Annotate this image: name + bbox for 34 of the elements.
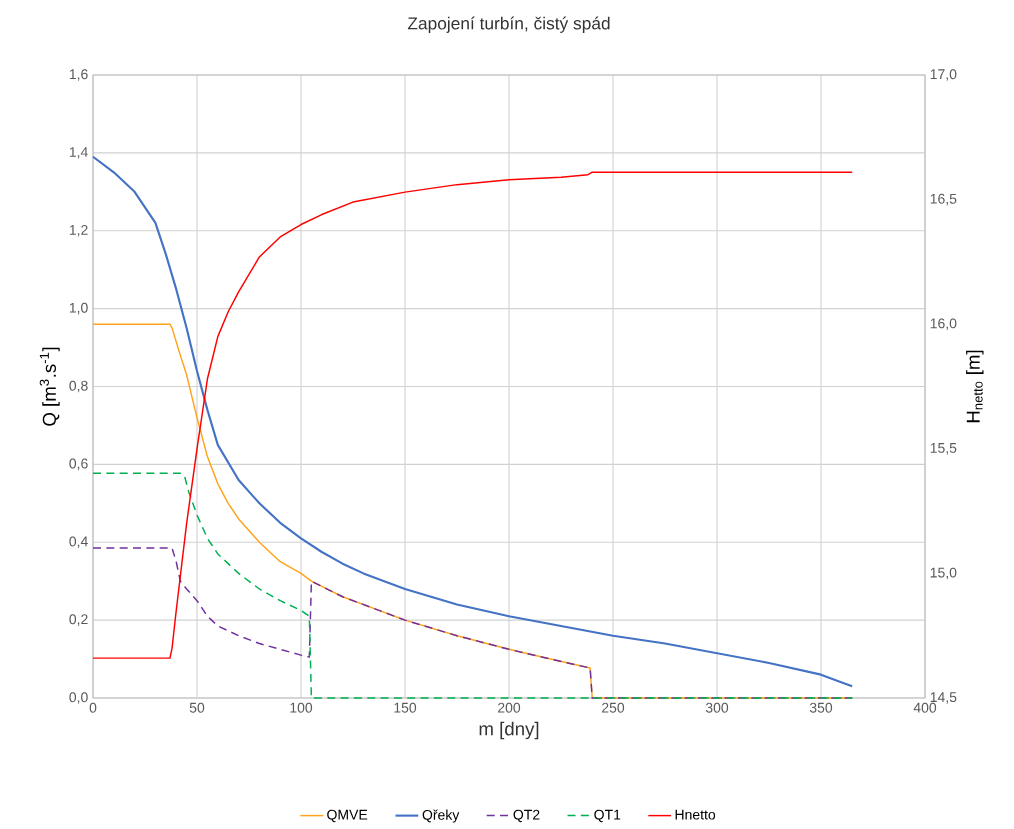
legend-label: QT1 xyxy=(594,809,621,823)
y-tick-label: 1,4 xyxy=(69,147,88,159)
legend-label: Hnetto xyxy=(675,809,716,820)
y2-tick-label: 14,5 xyxy=(930,692,957,704)
y-tick-label: 1,2 xyxy=(69,224,88,237)
y-tick-label: 0,6 xyxy=(69,458,88,471)
x-tick-label: 250 xyxy=(602,702,625,713)
legend-label: Qřeky xyxy=(422,809,460,823)
line-series xyxy=(92,472,853,699)
x-tick-label: 350 xyxy=(809,702,833,713)
x-tick-label: 300 xyxy=(705,702,729,713)
x-axis-title: m [dny] xyxy=(479,721,539,740)
y-tick-label: 0,2 xyxy=(69,614,88,626)
x-tick-label: 200 xyxy=(498,702,521,713)
y2-axis-title: H$_{netto}$ [m] xyxy=(966,350,984,423)
x-tick-label: 400 xyxy=(913,702,937,713)
y-axis-title: Q [m$^{3}$.s$^{-1}$] xyxy=(39,347,60,426)
y2-tick-label: 15,5 xyxy=(930,443,957,455)
y2-tick-label: 15,0 xyxy=(930,567,957,580)
legend-label: QMVE xyxy=(327,809,368,823)
x-tick-label: 150 xyxy=(394,702,417,713)
legend-label: QT2 xyxy=(513,809,540,823)
y-tick-label: 1,0 xyxy=(69,302,88,315)
x-tick-label: 100 xyxy=(290,702,313,713)
y2-tick-label: 17,0 xyxy=(930,69,957,81)
y-tick-label: 0,0 xyxy=(69,692,88,704)
y2-tick-label: 16,0 xyxy=(930,318,957,330)
y-tick-label: 0,4 xyxy=(69,536,88,549)
chart-title: Zapojení turbín, čistý spád xyxy=(407,16,610,33)
x-tick-label: 50 xyxy=(189,702,205,713)
y2-tick-label: 16,5 xyxy=(930,193,957,206)
y-tick-label: 0,8 xyxy=(69,380,88,393)
x-tick-label: 0 xyxy=(89,702,97,713)
y-tick-label: 1,6 xyxy=(69,69,88,81)
